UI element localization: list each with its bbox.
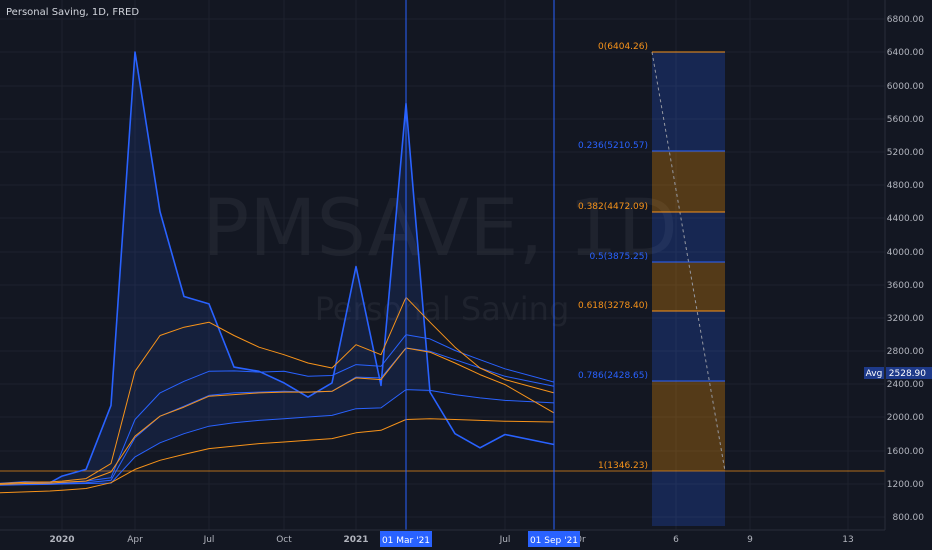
price-tick-label: 4400.00 [887,214,924,224]
watermark-description: Personal Saving [315,290,570,328]
price-tick-label: 6000.00 [887,82,924,92]
price-tick-label: 2800.00 [887,347,924,357]
price-tick-label: 5600.00 [887,115,924,125]
price-tick-label: 3200.00 [887,314,924,324]
fib-level-label: 0.382(4472.09) [578,202,648,212]
time-tick-label: 2020 [49,535,74,545]
envelope-line [0,389,555,486]
time-tick-label: 9 [747,535,753,545]
price-tick-label: 1600.00 [887,447,924,457]
envelope-line [0,347,555,485]
price-axis[interactable]: 6800.00 6400.00 6000.00 5600.00 5200.00 … [864,0,932,530]
cursor-time-label: 01 Sep '21 [530,536,578,546]
fib-level-label: 0(6404.26) [598,42,648,52]
price-tick-label: 2000.00 [887,413,924,423]
price-tick-label: 3600.00 [887,281,924,291]
fib-level-label: 1(1346.23) [598,461,648,471]
fib-zone [652,471,725,526]
price-tick-label: 4800.00 [887,181,924,191]
fib-zone [652,262,725,311]
price-tick-label: 6800.00 [887,15,924,25]
avg-label-bg [864,367,884,379]
cursor-time-label: 01 Mar '21 [382,536,430,546]
plot-area [0,51,555,494]
price-tick-label: 2400.00 [887,380,924,390]
envelope-line [0,418,555,494]
avg-value: 2528.90 [889,369,926,379]
price-line [0,51,555,485]
fib-level-label: 0.786(2428.65) [578,371,648,381]
price-tick-label: 5200.00 [887,148,924,158]
chart-title: Personal Saving, 1D, FRED [6,7,139,18]
time-tick-label: Jul [203,535,215,545]
fib-zone [652,381,725,471]
time-tick-label: Apr [127,535,143,545]
time-axis[interactable]: 2020 Apr Jul Oct 2021 Jul 6 9 13 0r 01 M… [0,529,885,547]
cursor-time-tag [380,531,432,547]
price-tick-label: 800.00 [893,513,925,523]
fib-zone [652,52,725,151]
cursor-time-tag [528,531,580,547]
fib-zone [652,311,725,381]
price-tick-label: 4000.00 [887,248,924,258]
fib-zone [652,212,725,262]
avg-label: Avg [866,369,883,379]
envelope-line [0,347,555,486]
envelope-line [0,296,555,484]
price-tick-label: 1200.00 [887,480,924,490]
time-tick-label: Jul [499,535,511,545]
watermark-symbol: PMSAVE, 1D [202,184,678,274]
price-area-fill [0,52,554,486]
fib-level-label: 0.618(3278.40) [578,301,648,311]
time-tick-label: 0r [576,535,586,545]
fib-level-label: 0.236(5210.57) [578,141,648,151]
time-tick-label: Oct [276,535,292,545]
avg-value-tag [886,367,932,379]
time-tick-label: 2021 [343,535,368,545]
time-tick-label: 6 [673,535,679,545]
fib-retracement[interactable]: 0(6404.26) 0.236(5210.57) 0.382(4472.09)… [0,42,885,526]
price-tick-label: 6400.00 [887,48,924,58]
time-tick-label: 13 [842,535,853,545]
fib-zone [652,151,725,212]
fib-level-label: 0.5(3875.25) [589,252,648,262]
